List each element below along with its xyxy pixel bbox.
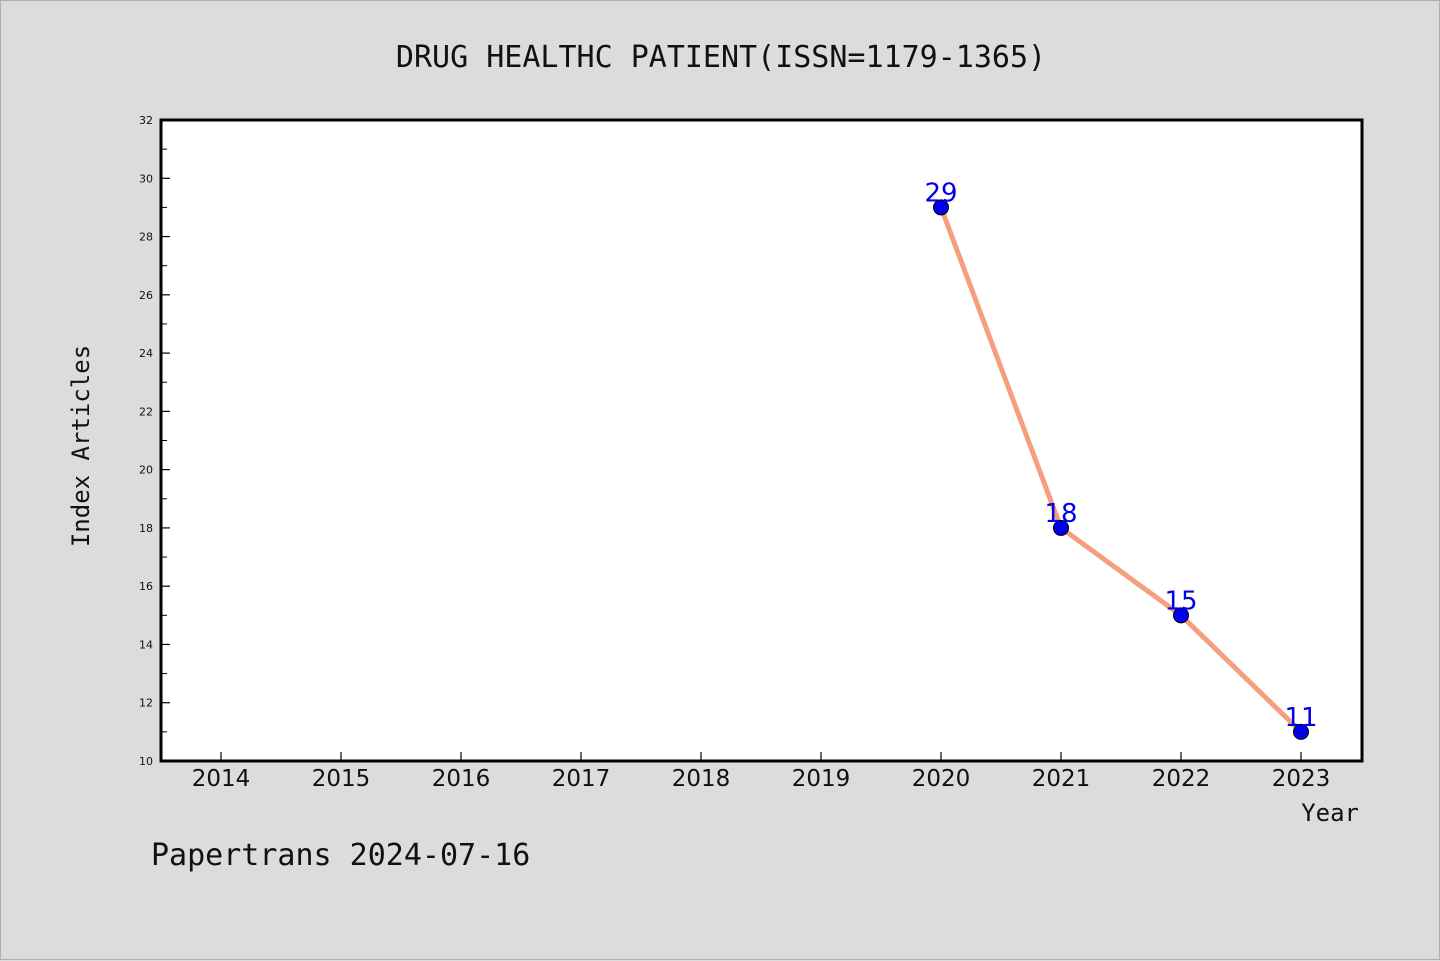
data-label: 15 <box>1164 586 1197 616</box>
y-tick-label: 26 <box>139 289 153 302</box>
plot-border <box>159 118 1364 763</box>
data-label: 29 <box>924 178 957 208</box>
x-tick-label: 2019 <box>792 766 851 792</box>
x-tick-label: 2016 <box>432 766 491 792</box>
series-layer: 29 18 15 11 <box>924 178 1318 740</box>
x-tick-label: 2020 <box>912 766 971 792</box>
x-axis-label: Year <box>1301 799 1359 827</box>
y-tick-label: 20 <box>139 464 153 477</box>
data-point <box>1293 723 1309 740</box>
y-axis-label: Index Articles <box>67 345 95 547</box>
data-point <box>1053 519 1069 536</box>
plot-area <box>161 120 1362 761</box>
x-tick-label: 2015 <box>312 766 371 792</box>
x-tick-label: 2018 <box>672 766 731 792</box>
y-tick-label: 10 <box>139 755 153 768</box>
footer-text: Papertrans 2024-07-16 <box>151 838 530 873</box>
y-tick-label: 30 <box>139 172 153 185</box>
x-tick-label: 2023 <box>1272 766 1331 792</box>
data-point <box>1173 607 1189 624</box>
x-tick-label: 2021 <box>1032 766 1091 792</box>
data-label: 18 <box>1044 499 1077 529</box>
chart-title: DRUG HEALTHC PATIENT(ISSN=1179-1365) <box>396 40 1046 75</box>
y-tick-label: 24 <box>139 347 153 360</box>
series-line <box>938 204 1304 735</box>
y-tick-label: 12 <box>139 697 153 710</box>
x-axis: 2014 2015 2016 2017 2018 2019 2020 2021 2022 2023 <box>192 752 1331 792</box>
y-tick-label: 16 <box>139 580 153 593</box>
y-tick-label: 18 <box>139 522 153 535</box>
y-tick-label: 22 <box>139 405 153 418</box>
x-tick-label: 2017 <box>552 766 611 792</box>
x-tick-label: 2014 <box>192 766 251 792</box>
y-tick-label: 14 <box>139 638 153 651</box>
x-tick-label: 2022 <box>1152 766 1211 792</box>
y-tick-label: 32 <box>139 114 153 127</box>
data-label: 11 <box>1284 703 1317 733</box>
y-tick-label: 28 <box>139 231 153 244</box>
data-point <box>933 199 949 216</box>
y-axis: 10 12 14 16 18 20 22 24 26 28 30 32 <box>139 114 170 768</box>
